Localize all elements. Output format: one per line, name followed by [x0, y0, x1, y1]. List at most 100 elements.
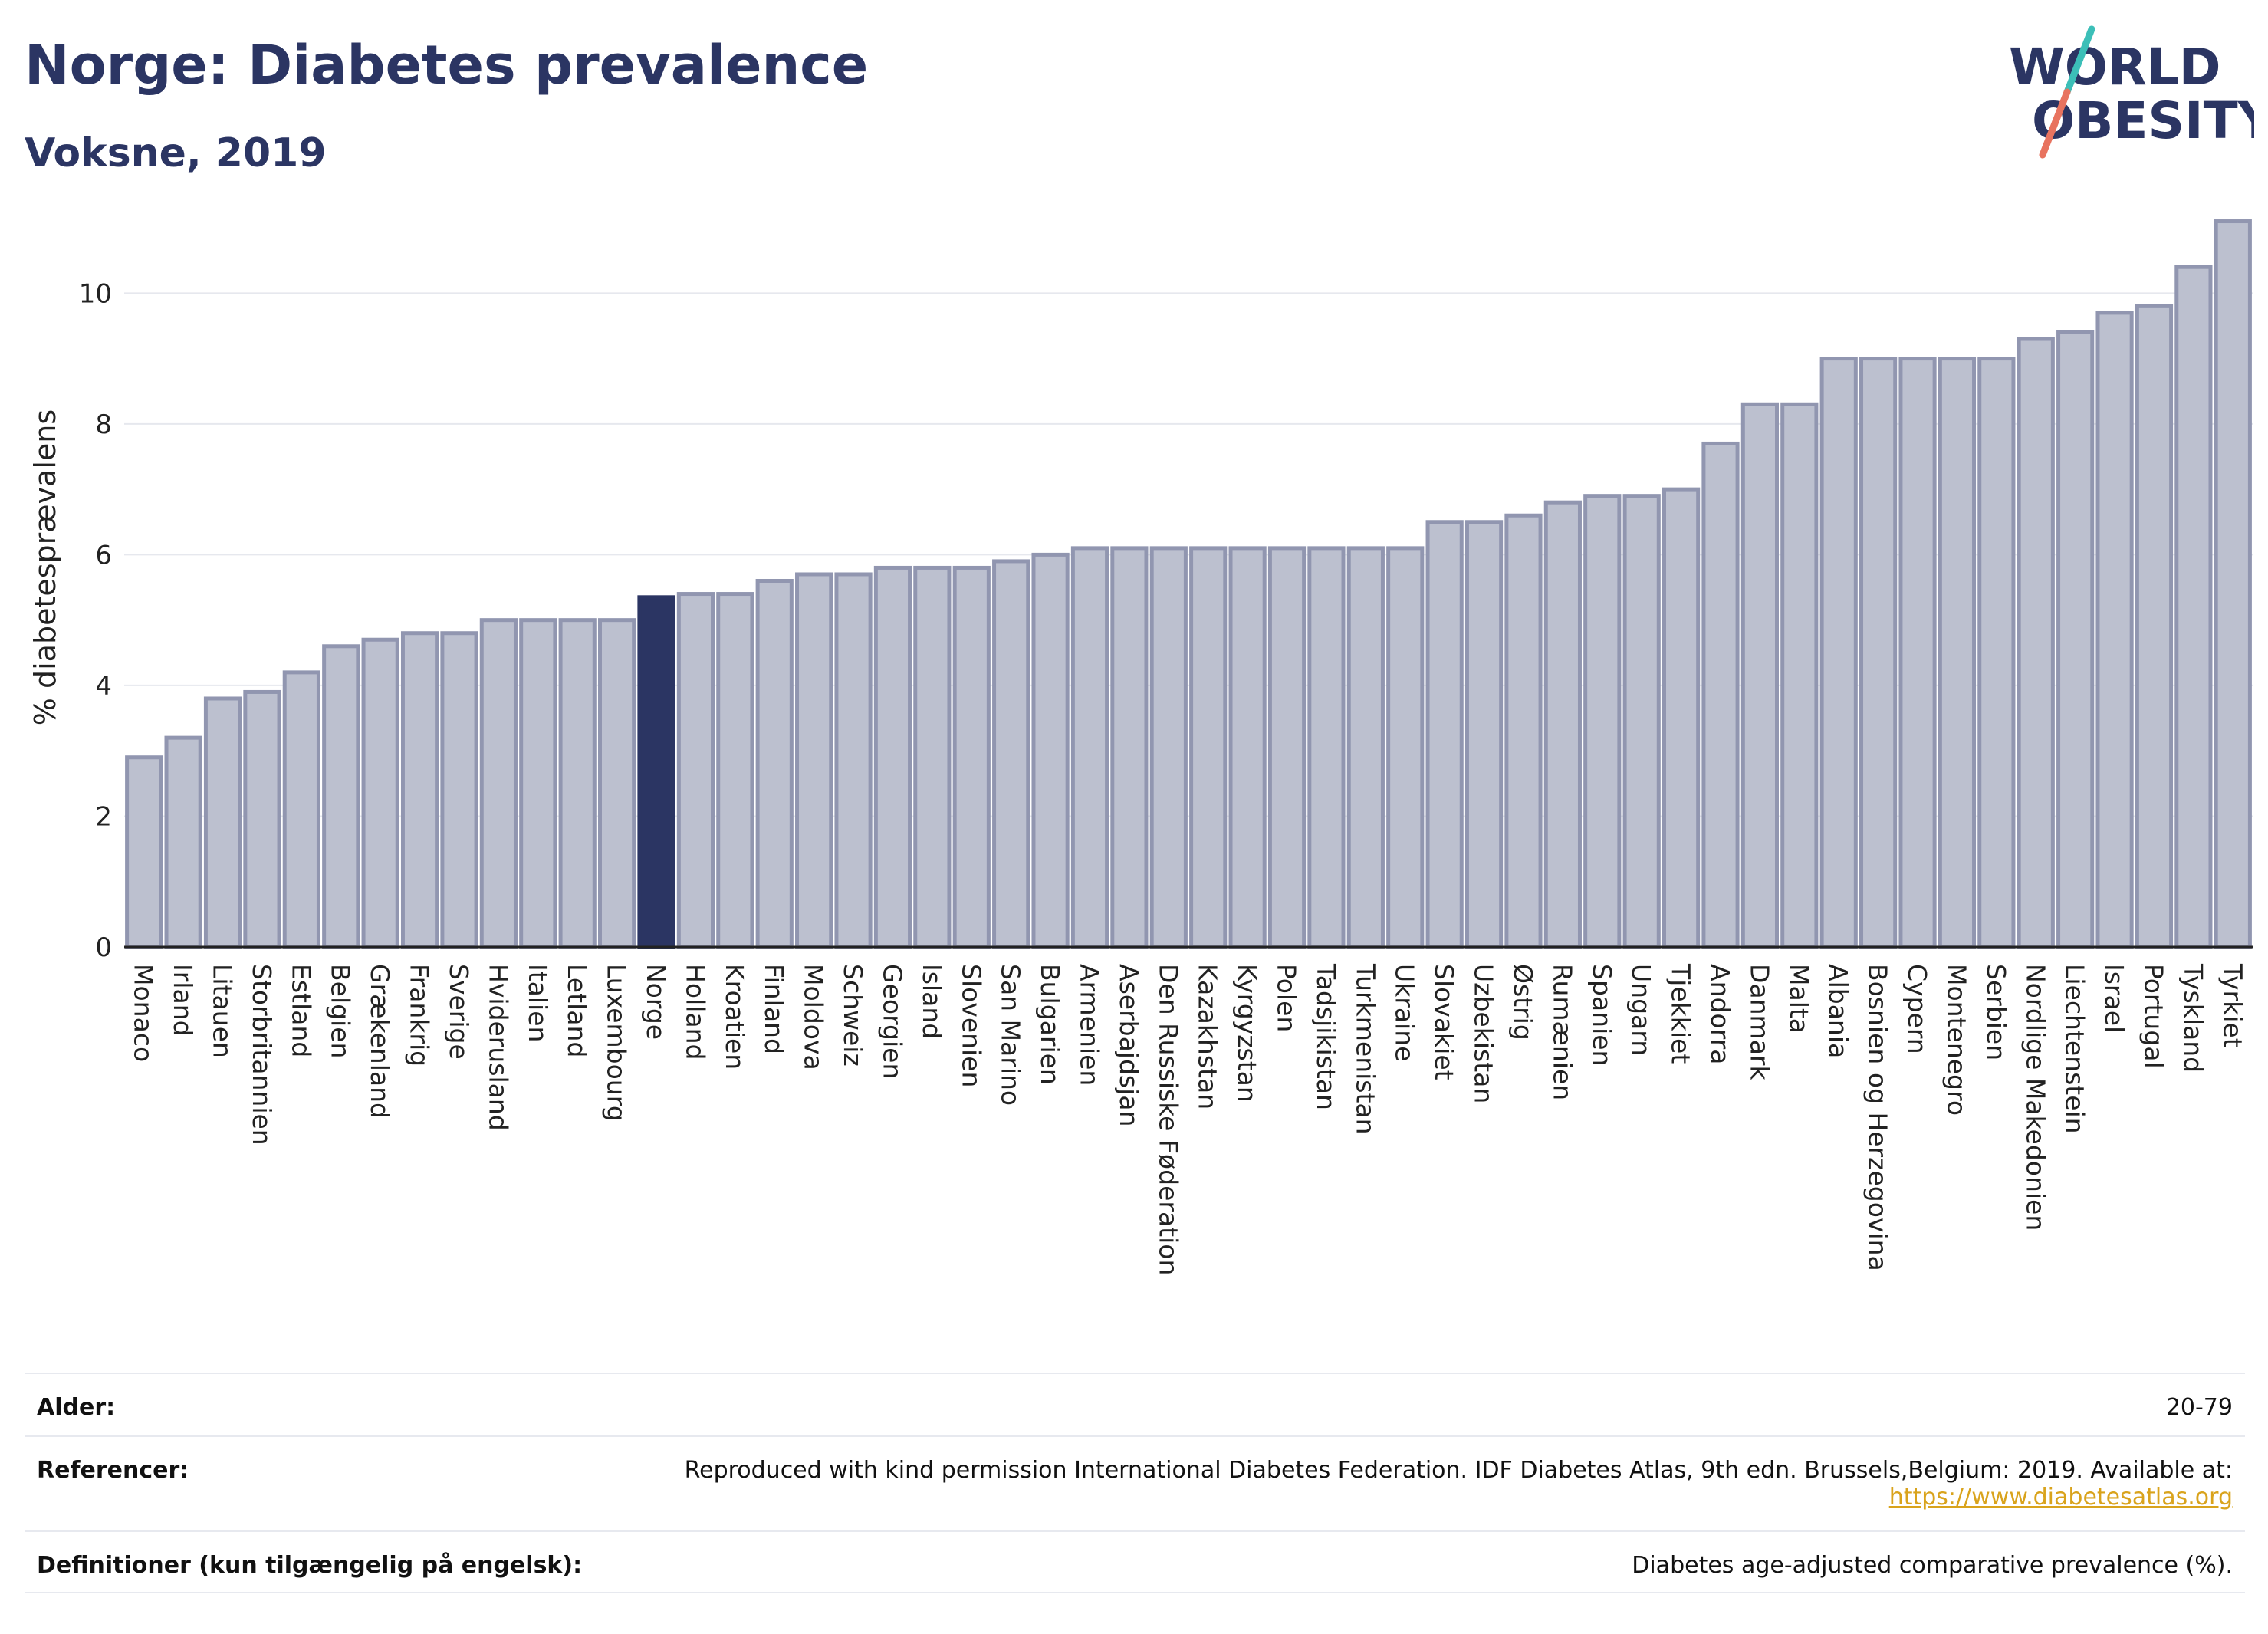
bar[interactable]	[2017, 337, 2055, 949]
x-tick-label: Grækenland	[365, 964, 395, 1119]
x-tick-label: Andorra	[1705, 964, 1735, 1064]
x-tick-label: Liechtenstein	[2060, 964, 2090, 1134]
x-tick-label: Malta	[1784, 964, 1814, 1034]
bar[interactable]	[1740, 402, 1780, 949]
x-tick-label: Bosnien og Herzegovina	[1863, 964, 1893, 1271]
bar[interactable]	[479, 618, 518, 949]
bar-chart: 0 2 4 6 8 10 Monaco Irland Litauen Storbritannie…	[28, 219, 2253, 1275]
x-tick-label: Tadsjikistan	[1311, 963, 1341, 1110]
bar[interactable]	[1622, 494, 1661, 949]
bar[interactable]	[361, 637, 399, 949]
bar[interactable]	[558, 618, 597, 949]
x-tick-label: Luxembourg	[602, 964, 632, 1122]
bar[interactable]	[1110, 546, 1149, 949]
bar[interactable]	[125, 755, 163, 949]
bar[interactable]	[1819, 357, 1858, 949]
footer-row-label: Alder:	[37, 1394, 116, 1421]
bar[interactable]	[164, 735, 202, 949]
x-tick-label: Turkmenistan	[1350, 963, 1380, 1135]
bar[interactable]	[1583, 494, 1622, 949]
x-tick-label: Norge	[641, 964, 671, 1040]
x-tick-label: Sverige	[444, 964, 474, 1060]
bar[interactable]	[1938, 357, 1977, 949]
x-tick-label: Polen	[1272, 964, 1302, 1032]
bar[interactable]	[913, 565, 952, 949]
footer-row: Definitioner (kun tilgængelig på engelsk…	[25, 1530, 2245, 1593]
x-tick-label: Serbien	[1981, 964, 2011, 1060]
bar[interactable]	[1898, 357, 1937, 949]
x-tick-label: Storbritannien	[247, 964, 277, 1146]
bar[interactable]	[834, 572, 873, 949]
y-axis-label: % diabetesprævalens	[28, 409, 62, 725]
x-tick-label: Spanien	[1587, 964, 1617, 1066]
x-axis-ticks: Monaco Irland Litauen Storbritannien Estland…	[129, 963, 2248, 1275]
x-tick-label: Portugal	[2138, 964, 2168, 1069]
bar[interactable]	[1228, 546, 1267, 949]
bar[interactable]	[795, 572, 833, 949]
bar[interactable]	[440, 631, 478, 949]
bar[interactable]	[676, 592, 715, 949]
bar[interactable]	[400, 631, 439, 949]
bar[interactable]	[322, 644, 360, 949]
y-tick-label: 6	[95, 540, 112, 570]
bar[interactable]	[519, 618, 557, 949]
x-tick-label: Belgien	[326, 964, 356, 1058]
bar[interactable]	[243, 689, 281, 949]
x-tick-label: Ungarn	[1626, 964, 1656, 1056]
bar[interactable]	[1859, 357, 1898, 949]
gridlines	[124, 292, 2253, 817]
bar[interactable]	[1780, 402, 1819, 949]
bar[interactable]	[992, 559, 1030, 949]
bar[interactable]	[716, 592, 754, 949]
y-tick-label: 8	[95, 409, 112, 440]
bar[interactable]	[282, 670, 320, 949]
bar[interactable]	[203, 696, 242, 949]
x-tick-label: Monaco	[129, 964, 159, 1062]
x-tick-label: Island	[917, 964, 947, 1039]
footer-row-value: Diabetes age-adjusted comparative preval…	[1632, 1552, 2233, 1579]
reference-link[interactable]: https://www.diabetesatlas.org	[1888, 1484, 2233, 1511]
x-tick-label: Italien	[523, 964, 553, 1042]
bar[interactable]	[2095, 311, 2134, 949]
x-tick-label: Letland	[562, 964, 592, 1057]
bar[interactable]	[1386, 546, 1425, 949]
bar[interactable]	[1031, 552, 1070, 949]
bar[interactable]	[2174, 265, 2213, 949]
bar[interactable]	[1504, 513, 1543, 949]
bar[interactable]	[1149, 546, 1188, 949]
footer-row: Referencer: Reproduced with kind permissi…	[25, 1435, 2245, 1530]
bar[interactable]	[1070, 546, 1109, 949]
logo-slash-teal	[2063, 25, 2095, 96]
x-tick-label: Albania	[1823, 964, 1853, 1058]
x-tick-label: Cypern	[1902, 964, 1932, 1054]
y-tick-label: 10	[79, 278, 112, 309]
chart-title: Norge: Diabetes prevalence	[25, 34, 869, 97]
bar[interactable]	[2214, 219, 2252, 949]
x-tick-label: Frankrig	[405, 964, 435, 1067]
bar[interactable]	[1307, 546, 1346, 949]
bar[interactable]	[2135, 304, 2174, 949]
x-tick-label: Bulgarien	[1035, 964, 1065, 1085]
bar[interactable]	[1189, 546, 1228, 949]
logo-word-world: WORLD	[2009, 38, 2221, 97]
bar[interactable]	[1543, 500, 1582, 949]
bar[interactable]	[1701, 441, 1740, 949]
bar[interactable]	[1464, 520, 1504, 949]
bar[interactable]	[755, 579, 794, 949]
bar[interactable]	[637, 595, 675, 949]
bar[interactable]	[1977, 357, 2016, 949]
x-tick-label: Estland	[286, 964, 316, 1057]
x-tick-label: Israel	[2099, 964, 2129, 1033]
bar[interactable]	[1425, 520, 1464, 949]
bar[interactable]	[2056, 330, 2095, 949]
bar[interactable]	[1662, 487, 1701, 949]
logo-slash-coral	[2039, 88, 2071, 159]
bar[interactable]	[873, 565, 912, 949]
bar[interactable]	[1267, 546, 1307, 949]
x-tick-label: Litauen	[208, 964, 238, 1058]
bar[interactable]	[597, 618, 636, 949]
bar[interactable]	[952, 565, 991, 949]
footer-row: Alder: 20-79	[25, 1373, 2245, 1435]
x-tick-label: Tyrkiet	[2217, 963, 2247, 1048]
bar[interactable]	[1346, 546, 1385, 949]
